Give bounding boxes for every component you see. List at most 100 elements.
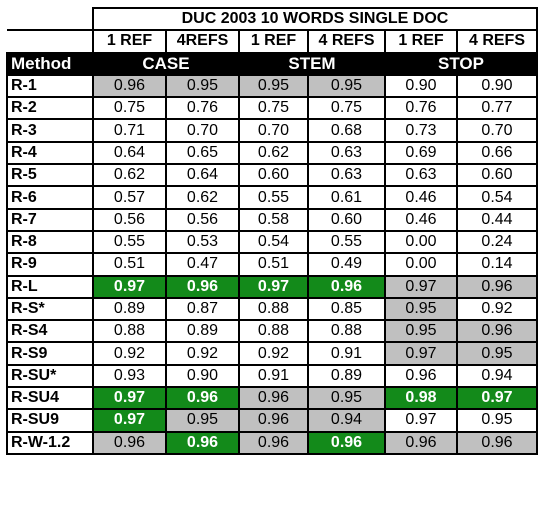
score-cell: 0.73 [384, 118, 458, 143]
row-method-name: R-5 [6, 163, 94, 188]
score-cell: 0.55 [238, 185, 309, 210]
score-cell: 0.54 [456, 185, 538, 210]
row-method-name: R-9 [6, 252, 94, 277]
ref-header: 1 REF [238, 29, 309, 54]
score-cell: 0.88 [238, 296, 309, 322]
score-cell: 0.91 [307, 341, 386, 366]
score-cell: 0.00 [384, 229, 458, 255]
score-cell: 0.96 [384, 363, 458, 389]
table-row: R-8 0.55 0.53 0.54 0.55 0.00 0.24 [6, 229, 538, 255]
score-cell: 0.46 [384, 207, 458, 232]
score-cell: 0.97 [92, 386, 167, 411]
corner-blank-2 [7, 30, 94, 54]
table-row: R-L 0.97 0.96 0.97 0.96 0.97 0.96 [6, 274, 538, 299]
table-row: R-7 0.56 0.56 0.58 0.60 0.46 0.44 [6, 207, 538, 232]
score-cell: 0.55 [92, 229, 167, 255]
ref-header-row: 1 REF 4REFS 1 REF 4 REFS 1 REF 4 REFS [7, 29, 538, 54]
score-cell: 0.95 [384, 296, 458, 322]
score-cell: 0.97 [384, 341, 458, 366]
score-cell: 0.87 [165, 296, 240, 322]
group-header-stop: STOP [384, 51, 538, 76]
table-row: R-1 0.96 0.95 0.95 0.95 0.90 0.90 [6, 73, 538, 99]
table-row: R-S4 0.88 0.89 0.88 0.88 0.95 0.96 [6, 319, 538, 344]
score-cell: 0.95 [165, 73, 240, 99]
score-cell: 0.89 [92, 296, 167, 322]
score-cell: 0.63 [307, 140, 386, 166]
score-cell: 0.56 [165, 207, 240, 232]
score-cell: 0.47 [165, 252, 240, 277]
score-cell: 0.68 [307, 118, 386, 143]
ref-header: 4 REFS [456, 29, 538, 54]
row-method-name: R-8 [6, 229, 94, 255]
score-cell: 0.70 [238, 118, 309, 143]
table-row: R-W-1.2 0.96 0.96 0.96 0.96 0.96 0.96 [6, 430, 538, 455]
row-method-name: R-4 [6, 140, 94, 166]
score-cell: 0.63 [384, 163, 458, 188]
score-cell: 0.92 [92, 341, 167, 366]
table-row: R-2 0.75 0.76 0.75 0.75 0.76 0.77 [6, 96, 538, 121]
score-cell: 0.95 [307, 73, 386, 99]
score-cell: 0.53 [165, 229, 240, 255]
group-header-stem: STEM [238, 51, 386, 76]
score-cell: 0.77 [456, 96, 538, 121]
score-cell: 0.97 [384, 274, 458, 299]
row-method-name: R-L [6, 274, 94, 299]
score-cell: 0.95 [165, 408, 240, 433]
score-cell: 0.60 [456, 163, 538, 188]
score-cell: 0.56 [92, 207, 167, 232]
score-cell: 0.24 [456, 229, 538, 255]
score-cell: 0.95 [238, 73, 309, 99]
row-method-name: R-7 [6, 207, 94, 232]
title-row: DUC 2003 10 WORDS SINGLE DOC [7, 6, 538, 32]
score-cell: 0.96 [165, 430, 240, 455]
score-cell: 0.61 [307, 185, 386, 210]
row-method-name: R-W-1.2 [6, 430, 94, 455]
score-cell: 0.64 [165, 163, 240, 188]
score-cell: 0.88 [92, 319, 167, 344]
table-row: R-S9 0.92 0.92 0.92 0.91 0.97 0.95 [6, 341, 538, 366]
table-row: R-9 0.51 0.47 0.51 0.49 0.00 0.14 [6, 252, 538, 277]
score-cell: 0.89 [165, 319, 240, 344]
row-method-name: R-6 [6, 185, 94, 210]
score-cell: 0.97 [92, 408, 167, 433]
row-method-name: R-1 [6, 73, 94, 99]
score-cell: 0.98 [384, 386, 458, 411]
table-row: R-SU* 0.93 0.90 0.91 0.89 0.96 0.94 [6, 363, 538, 389]
score-cell: 0.58 [238, 207, 309, 232]
score-cell: 0.60 [238, 163, 309, 188]
score-cell: 0.75 [92, 96, 167, 121]
row-method-name: R-2 [6, 96, 94, 121]
score-cell: 0.96 [238, 430, 309, 455]
row-method-name: R-S4 [6, 319, 94, 344]
score-cell: 0.96 [165, 386, 240, 411]
score-cell: 0.00 [384, 252, 458, 277]
score-cell: 0.96 [238, 386, 309, 411]
table-row: R-3 0.71 0.70 0.70 0.68 0.73 0.70 [6, 118, 538, 143]
ref-header: 4 REFS [307, 29, 386, 54]
score-cell: 0.71 [92, 118, 167, 143]
score-cell: 0.14 [456, 252, 538, 277]
score-cell: 0.89 [307, 363, 386, 389]
row-method-name: R-S* [6, 296, 94, 322]
score-cell: 0.62 [92, 163, 167, 188]
score-cell: 0.96 [307, 274, 386, 299]
score-cell: 0.62 [238, 140, 309, 166]
score-cell: 0.96 [384, 430, 458, 455]
row-method-name: R-S9 [6, 341, 94, 366]
score-cell: 0.97 [92, 274, 167, 299]
table-title: DUC 2003 10 WORDS SINGLE DOC [92, 6, 538, 32]
score-cell: 0.96 [165, 274, 240, 299]
score-cell: 0.95 [456, 341, 538, 366]
score-cell: 0.90 [165, 363, 240, 389]
table-row: R-S* 0.89 0.87 0.88 0.85 0.95 0.92 [6, 296, 538, 322]
score-cell: 0.88 [238, 319, 309, 344]
score-cell: 0.51 [92, 252, 167, 277]
corner-blank [7, 8, 94, 32]
score-cell: 0.96 [238, 408, 309, 433]
score-cell: 0.97 [238, 274, 309, 299]
score-cell: 0.54 [238, 229, 309, 255]
score-cell: 0.69 [384, 140, 458, 166]
score-cell: 0.96 [307, 430, 386, 455]
score-cell: 0.62 [165, 185, 240, 210]
score-cell: 0.92 [165, 341, 240, 366]
